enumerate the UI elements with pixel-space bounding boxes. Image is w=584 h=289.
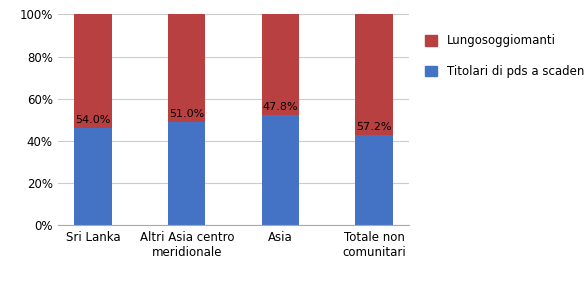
Bar — [74, 128, 112, 225]
Bar — [168, 14, 206, 122]
Bar — [74, 14, 112, 128]
Legend: Lungosoggiomanti, Titolari di pds a scadenza: Lungosoggiomanti, Titolari di pds a scad… — [422, 31, 584, 82]
Bar — [356, 14, 393, 135]
Bar — [356, 135, 393, 225]
Bar — [168, 122, 206, 225]
Text: 57.2%: 57.2% — [356, 122, 392, 132]
Text: 47.8%: 47.8% — [263, 102, 298, 112]
Text: 54.0%: 54.0% — [75, 115, 111, 125]
Text: 51.0%: 51.0% — [169, 109, 204, 119]
Bar — [262, 14, 299, 115]
Bar — [262, 115, 299, 225]
